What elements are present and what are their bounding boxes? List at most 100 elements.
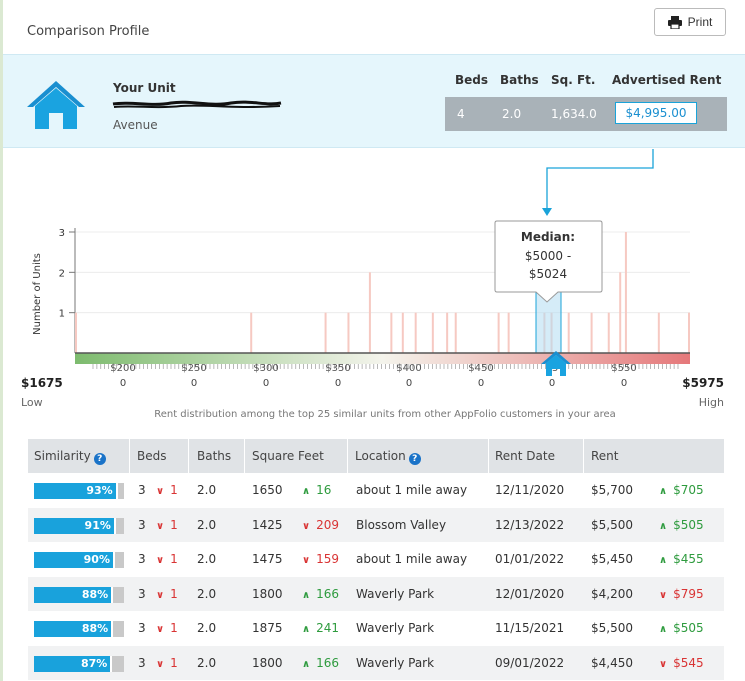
y-tick-label: 3 [59,228,65,239]
scale-price-label: $400 [396,363,421,374]
rent-connector-line [546,149,654,210]
location-column-header[interactable]: Location? [355,449,421,465]
rent-date-value: 01/01/2022 [495,552,565,566]
scale-price-label: $450 [468,363,493,374]
beds-value: 3 [138,621,146,635]
similarity-percent: 88% [34,586,114,603]
similarity-percent: 91% [34,517,116,534]
similarity-column-header[interactable]: Similarity? [34,449,106,465]
header-divider [488,439,489,473]
sqft-value: 1800 [252,586,283,601]
rent-bar [497,312,500,353]
beds-diff-value: 1 [170,483,178,497]
beds-diff-value: 1 [170,517,178,532]
baths-value: 2.0 [197,586,217,601]
sqft-diff: ∨ 159 [302,552,339,566]
location-value: about 1 mile away [356,552,468,566]
baths-column-header[interactable]: Baths [197,449,232,463]
table-row[interactable]: 91% 3 ∨ 1 2.0 1425 ∨ 209 Blossom Valley 12/13/202… [28,507,724,542]
rent-diff: ∧ $505 [659,621,704,635]
similarity-percent: 88% [34,621,114,637]
rent-diff-value: $705 [673,483,704,497]
table-row[interactable]: 93% 3 ∨ 1 2.0 1650 ∧ 16 about 1 mile away 12/11/2… [28,473,724,508]
beds-value: 3 [138,655,146,670]
beds-value: 3 [138,517,146,532]
up-arrow-icon: ∧ [659,486,668,497]
down-arrow-icon: ∨ [156,520,165,532]
sqft-diff-value: 159 [316,552,340,566]
rent-connector-arrow [542,208,552,216]
location-value: Waverly Park [356,586,435,601]
sqft-diff-value: 241 [316,621,340,635]
down-arrow-icon: ∨ [156,589,165,601]
rent-bar [446,312,449,353]
beds-diff: ∨ 1 [156,483,178,497]
print-label: Print [687,15,713,29]
print-button[interactable]: Print [654,8,726,36]
your-unit-address: Avenue [113,118,158,132]
header-divider [129,439,130,473]
rent-bar [324,312,327,353]
advertised-rent-header: Advertised Rent [612,73,722,87]
sqft-diff: ∧ 16 [302,483,331,497]
table-header: Similarity? Beds Baths Square Feet Locat… [28,439,724,473]
redacted-address-scribble [112,100,282,109]
up-arrow-icon: ∧ [302,624,311,635]
similarity-bar: 87% [34,655,124,672]
sqft-value: 1875 [252,621,283,635]
beds-column-header[interactable]: Beds [137,449,167,463]
rent-bar [688,312,690,353]
rent-bar [507,312,510,353]
rent-bar [454,312,457,353]
beds-diff-value: 1 [170,552,178,566]
rent-value: $5,500 [591,517,633,532]
printer-icon [667,15,682,29]
sqft-diff-value: 166 [316,655,340,670]
similarity-info-icon[interactable]: ? [93,453,106,465]
rent-value: $5,500 [591,621,633,635]
sqft-diff-value: 16 [316,483,332,497]
header-divider [347,439,348,473]
beds-diff-value: 1 [170,655,178,670]
rent-value: $4,450 [591,655,633,670]
scale-price-label: $550 [611,363,636,374]
location-value: about 1 mile away [356,483,468,497]
table-row[interactable]: 87% 3 ∨ 1 2.0 1800 ∧ 166 Waverly Park 09/01/2022 $… [28,645,724,680]
scale-count-label: 0 [335,378,341,389]
sqft-diff: ∧ 166 [302,656,339,670]
table-row[interactable]: 88% 3 ∨ 1 2.0 1800 ∧ 166 Waverly Park 12/01/2020 $… [28,576,724,611]
baths-value: 2.0 [197,621,217,635]
rent-date-column-header[interactable]: Rent Date [495,449,555,463]
rent-bar [347,312,350,353]
similarity-percent: 93% [34,483,118,499]
location-info-icon[interactable]: ? [408,453,421,465]
scale-count-label: 0 [621,378,627,389]
down-arrow-icon: ∨ [156,658,165,670]
down-arrow-icon: ∨ [156,555,165,566]
rent-date-value: 12/11/2020 [495,483,565,497]
baths-value: 2.0 [197,517,217,532]
rent-column-header[interactable]: Rent [591,449,619,463]
similarity-bar: 88% [34,586,124,603]
header-divider [244,439,245,473]
table-row[interactable]: 90% 3 ∨ 1 2.0 1475 ∨ 159 about 1 mile away 01/01/… [28,542,724,577]
beds-diff: ∨ 1 [156,621,178,635]
rent-date-value: 12/01/2020 [495,586,565,601]
rent-bar [624,232,627,353]
table-row[interactable]: 88% 3 ∨ 1 2.0 1875 ∧ 241 Waverly Park 11/15/2021 $… [28,611,724,646]
scale-price-label: $250 [181,363,206,374]
rent-bar [368,272,371,353]
up-arrow-icon: ∧ [302,658,311,670]
up-arrow-icon: ∧ [302,589,311,601]
beds-header: Beds [455,73,489,87]
chart-caption: Rent distribution among the top 25 simil… [154,409,616,420]
down-arrow-icon: ∨ [156,624,165,635]
low-rent-value: $1675 [21,376,63,390]
square-feet-column-header[interactable]: Square Feet [252,449,324,463]
beds-diff: ∨ 1 [156,552,178,566]
your-unit-panel: Your Unit Avenue Beds Baths Sq. Ft. Adve… [3,54,745,148]
unit-sqft-value: 1,634.0 [551,107,597,121]
rent-bar [590,312,593,353]
up-arrow-icon: ∧ [659,624,668,635]
rent-bar [607,312,610,353]
